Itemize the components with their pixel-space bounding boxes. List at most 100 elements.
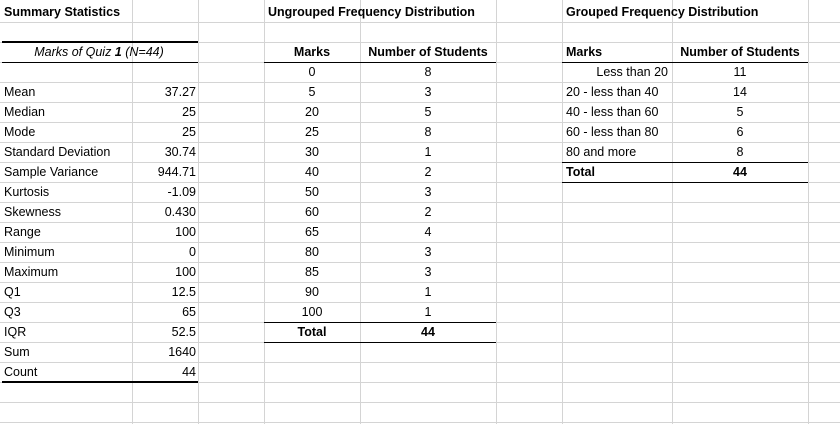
stat-label-q1[interactable]: Q1 [4, 285, 21, 299]
stat-label-skewness[interactable]: Skewness [4, 205, 61, 219]
stat-label-maximum[interactable]: Maximum [4, 265, 59, 279]
stat-value-minimum[interactable]: 0 [189, 245, 196, 259]
ungrouped-header-students[interactable]: Number of Students [368, 45, 488, 59]
summary-subtitle[interactable]: Marks of Quiz 1 (N=44) [34, 45, 164, 59]
stat-label-count[interactable]: Count [4, 365, 38, 379]
ungrouped-marks-cell[interactable]: 80 [305, 245, 319, 259]
gridline [0, 122, 840, 123]
stat-value-mode[interactable]: 25 [182, 125, 196, 139]
summary-bottom-rule [2, 381, 198, 383]
grouped-marks-cell[interactable]: 80 and more [566, 145, 637, 159]
ungrouped-header-rule [264, 62, 496, 63]
stat-value-standard-deviation[interactable]: 30.74 [164, 145, 196, 159]
ungrouped-total-label[interactable]: Total [297, 325, 327, 339]
grouped-header-marks[interactable]: Marks [566, 45, 603, 59]
ungrouped-students-cell[interactable]: 8 [424, 125, 432, 139]
grouped-header-rule [562, 62, 808, 63]
ungrouped-students-cell[interactable]: 1 [424, 145, 432, 159]
grouped-title[interactable]: Grouped Frequency Distribution [566, 5, 759, 19]
stat-label-standard-deviation[interactable]: Standard Deviation [4, 145, 111, 159]
ungrouped-students-cell[interactable]: 8 [424, 65, 432, 79]
stat-value-mean[interactable]: 37.27 [164, 85, 196, 99]
gridline [0, 202, 840, 203]
ungrouped-marks-cell[interactable]: 100 [301, 305, 323, 319]
grouped-marks-cell[interactable]: 20 - less than 40 [566, 85, 659, 99]
grouped-students-cell[interactable]: 5 [736, 105, 744, 119]
gridline [0, 182, 840, 183]
ungrouped-marks-cell[interactable]: 60 [305, 205, 319, 219]
grouped-students-cell[interactable]: 14 [733, 85, 747, 99]
ungrouped-students-cell[interactable]: 2 [424, 205, 432, 219]
grouped-students-cell[interactable]: 8 [736, 145, 744, 159]
ungrouped-marks-cell[interactable]: 50 [305, 185, 319, 199]
ungrouped-marks-cell[interactable]: 65 [305, 225, 319, 239]
ungrouped-marks-cell[interactable]: 85 [305, 265, 319, 279]
ungrouped-marks-cell[interactable]: 25 [305, 125, 319, 139]
stat-label-kurtosis[interactable]: Kurtosis [4, 185, 50, 199]
gridline [0, 382, 840, 383]
summary-title[interactable]: Summary Statistics [4, 5, 121, 19]
stat-label-iqr[interactable]: IQR [4, 325, 27, 339]
stat-label-median[interactable]: Median [4, 105, 45, 119]
stat-value-iqr[interactable]: 52.5 [171, 325, 196, 339]
gridline [0, 42, 840, 43]
ungrouped-students-cell[interactable]: 2 [424, 165, 432, 179]
ungrouped-students-cell[interactable]: 4 [424, 225, 432, 239]
gridline [0, 82, 840, 83]
stat-value-kurtosis[interactable]: -1.09 [167, 185, 197, 199]
stat-label-sum[interactable]: Sum [4, 345, 30, 359]
stat-value-q1[interactable]: 12.5 [171, 285, 196, 299]
gridline [808, 0, 809, 424]
ungrouped-students-cell[interactable]: 5 [424, 105, 432, 119]
ungrouped-students-cell[interactable]: 1 [424, 285, 432, 299]
grouped-students-cell[interactable]: 6 [736, 125, 744, 139]
gridline [0, 362, 840, 363]
stat-value-count[interactable]: 44 [182, 365, 196, 379]
stat-value-sum[interactable]: 1640 [168, 345, 196, 359]
gridline [0, 402, 840, 403]
grouped-marks-cell[interactable]: 60 - less than 80 [566, 125, 659, 139]
stat-value-skewness[interactable]: 0.430 [164, 205, 196, 219]
ungrouped-students-cell[interactable]: 3 [424, 265, 432, 279]
stat-value-median[interactable]: 25 [182, 105, 196, 119]
gridline [0, 242, 840, 243]
grouped-total-label[interactable]: Total [566, 165, 595, 179]
gridline [0, 22, 840, 23]
stat-label-minimum[interactable]: Minimum [4, 245, 55, 259]
stat-label-sample-variance[interactable]: Sample Variance [4, 165, 99, 179]
ungrouped-marks-cell[interactable]: 0 [308, 65, 316, 79]
ungrouped-total-value[interactable]: 44 [421, 325, 435, 339]
ungrouped-total-rule-bottom [264, 342, 496, 343]
ungrouped-marks-cell[interactable]: 40 [305, 165, 319, 179]
stat-label-q3[interactable]: Q3 [4, 305, 21, 319]
stat-label-mean[interactable]: Mean [4, 85, 36, 99]
grouped-total-value[interactable]: 44 [733, 165, 747, 179]
stat-value-range[interactable]: 100 [175, 225, 196, 239]
grouped-marks-cell[interactable]: Less than 20 [596, 65, 668, 79]
grouped-marks-cell[interactable]: 40 - less than 60 [566, 105, 659, 119]
summary-subtitle-rule [2, 62, 198, 63]
stat-value-sample-variance[interactable]: 944.71 [157, 165, 196, 179]
ungrouped-total-rule-top [264, 322, 496, 323]
ungrouped-students-cell[interactable]: 3 [424, 245, 432, 259]
ungrouped-marks-cell[interactable]: 90 [305, 285, 319, 299]
stat-value-q3[interactable]: 65 [182, 305, 196, 319]
stat-value-maximum[interactable]: 100 [175, 265, 196, 279]
grouped-header-students[interactable]: Number of Students [680, 45, 800, 59]
ungrouped-students-cell[interactable]: 1 [424, 305, 432, 319]
ungrouped-students-cell[interactable]: 3 [424, 185, 432, 199]
summary-header-rule [2, 41, 198, 43]
stat-label-range[interactable]: Range [4, 225, 41, 239]
gridline [562, 0, 563, 424]
gridline [0, 102, 840, 103]
gridline [132, 0, 133, 424]
stat-label-mode[interactable]: Mode [4, 125, 36, 139]
ungrouped-title[interactable]: Ungrouped Frequency Distribution [268, 5, 475, 19]
grouped-students-cell[interactable]: 11 [733, 65, 747, 79]
ungrouped-students-cell[interactable]: 3 [424, 85, 432, 99]
ungrouped-header-marks[interactable]: Marks [293, 45, 331, 59]
ungrouped-marks-cell[interactable]: 30 [305, 145, 319, 159]
ungrouped-marks-cell[interactable]: 20 [305, 105, 319, 119]
ungrouped-marks-cell[interactable]: 5 [308, 85, 316, 99]
